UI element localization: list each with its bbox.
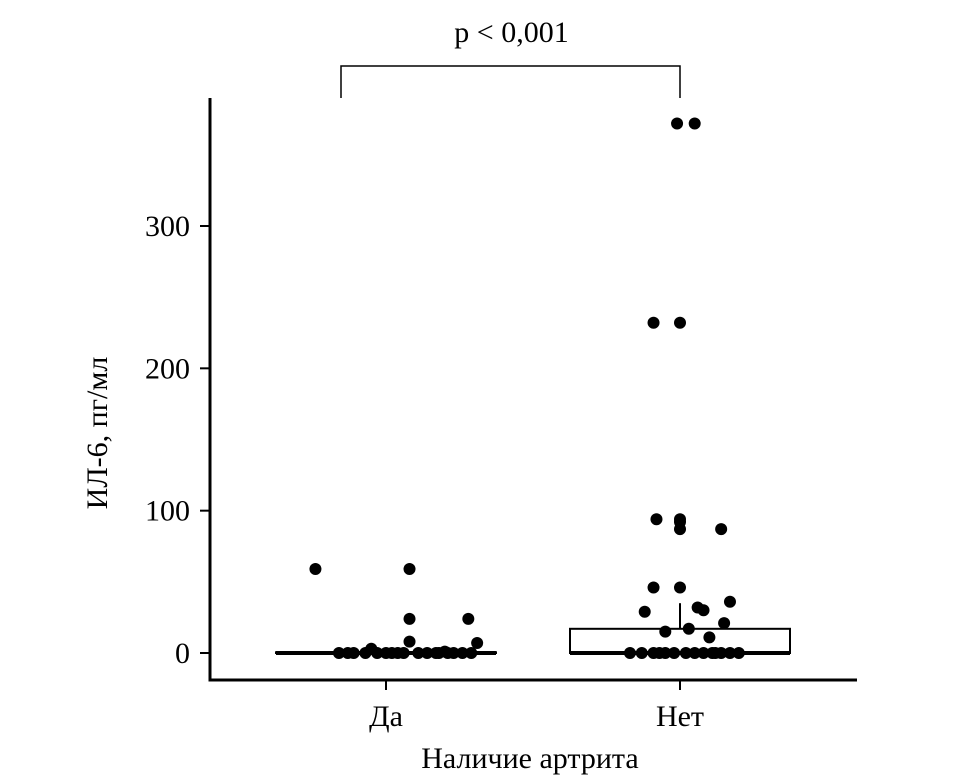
data-point [732, 647, 745, 659]
data-point [638, 605, 651, 618]
data-point [341, 647, 354, 659]
data-point [462, 612, 475, 625]
y-tick-label-100: 100 [145, 495, 190, 528]
data-point [650, 513, 663, 526]
x-tick-label-0: Да [369, 700, 403, 733]
data-point [635, 647, 648, 659]
data-point [718, 617, 731, 630]
data-point [465, 647, 478, 659]
y-tick-label-200: 200 [145, 352, 190, 385]
data-point [456, 647, 469, 659]
significance-bracket [340, 65, 681, 98]
data-point [697, 647, 710, 659]
data-point [659, 625, 672, 638]
data-point [647, 581, 660, 594]
data-point [688, 647, 701, 659]
data-point [674, 523, 686, 536]
data-point [385, 647, 398, 659]
significance-annotation: p < 0,001 [340, 16, 681, 98]
data-point [647, 316, 660, 329]
data-point [309, 563, 322, 576]
x-axis-title: Наличие артрита [421, 742, 638, 775]
data-point [674, 581, 686, 594]
data-point [688, 117, 701, 130]
data-point [723, 595, 736, 608]
data-point [703, 631, 716, 644]
data-point [723, 647, 736, 659]
y-tick-label-0: 0 [175, 637, 190, 670]
data-point [403, 563, 416, 576]
data-point [715, 523, 728, 536]
points-layer [309, 117, 745, 659]
data-point [397, 647, 410, 659]
data-point [403, 635, 416, 648]
data-point [371, 647, 384, 659]
data-point [709, 647, 722, 659]
data-point [674, 316, 686, 329]
data-point [432, 647, 445, 659]
data-point [471, 637, 484, 650]
data-point [332, 647, 345, 659]
data-point [697, 604, 710, 617]
data-point [403, 612, 416, 625]
data-point [682, 622, 695, 635]
data-point [412, 647, 425, 659]
x-tick-label-1: Нет [656, 700, 704, 733]
data-point [359, 647, 372, 659]
boxes-layer [275, 603, 791, 655]
data-point [624, 647, 637, 659]
data-point [653, 647, 666, 659]
data-point [447, 647, 460, 659]
significance-label: p < 0,001 [454, 16, 568, 49]
y-axis-title: ИЛ-6, пг/мл [81, 357, 114, 510]
data-point [679, 647, 692, 659]
y-tick-label-300: 300 [145, 210, 190, 243]
data-point [668, 647, 681, 659]
data-point [671, 117, 684, 130]
box-rect-1 [569, 627, 791, 655]
data-point [421, 647, 434, 659]
axes-layer: 0 100 200 300 Да Нет [145, 98, 857, 733]
